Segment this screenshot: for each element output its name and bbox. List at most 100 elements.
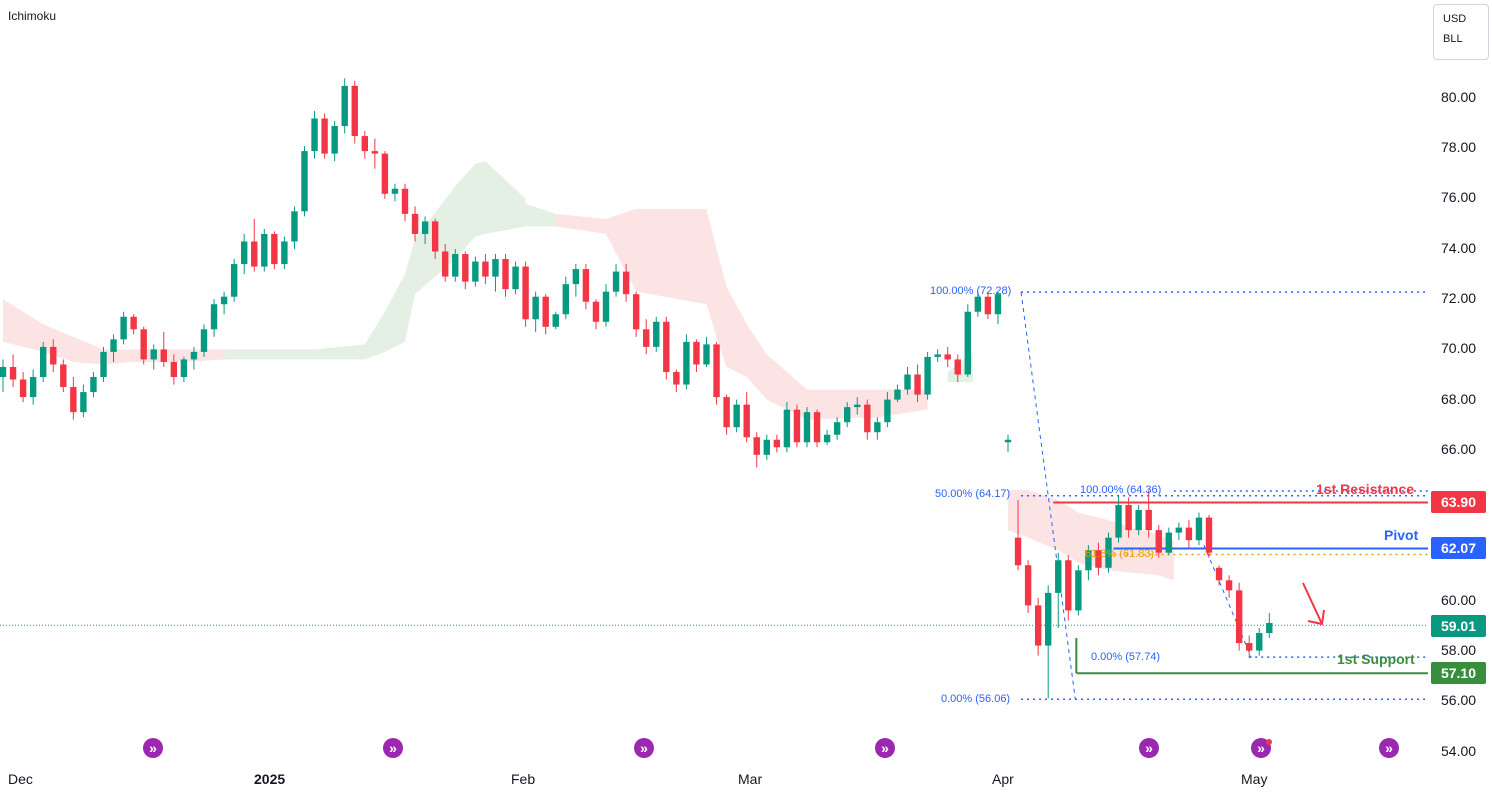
current-price-tag[interactable]: 59.01 <box>1431 615 1486 637</box>
candle-body <box>1065 560 1072 611</box>
candle-body <box>733 404 740 428</box>
candle-body <box>1195 517 1203 541</box>
x-tick-label: Feb <box>511 771 536 787</box>
candle-body <box>552 314 559 327</box>
candle-body <box>371 151 379 154</box>
candle-body <box>813 412 821 443</box>
fib-label-big-top: 100.00% (72.28) <box>930 285 1012 297</box>
y-tick-label: 66.00 <box>1441 441 1477 457</box>
x-tick-label: 2025 <box>254 771 286 787</box>
support-price-tag[interactable]: 57.10 <box>1431 662 1486 684</box>
candle-body <box>180 359 188 378</box>
downward-arrow-head <box>1307 609 1325 626</box>
candle-body <box>864 404 871 433</box>
candle-body <box>1246 643 1253 651</box>
currency-selector[interactable]: USD BLL <box>1433 4 1489 60</box>
y-tick-label: 74.00 <box>1441 240 1477 256</box>
y-tick-label: 70.00 <box>1441 340 1477 356</box>
candle-body <box>170 361 178 378</box>
candle-body <box>874 422 881 433</box>
candle-body <box>904 374 911 390</box>
candle-body <box>301 151 308 212</box>
candle-body <box>261 233 268 267</box>
candle-body <box>431 221 439 252</box>
candle-body <box>120 316 127 340</box>
candle-body <box>643 329 650 347</box>
fib-small-trend-line <box>1203 544 1252 658</box>
cloud-bullish <box>224 349 315 360</box>
candle-body <box>1125 505 1132 531</box>
candle-body <box>1105 537 1112 568</box>
candle-body <box>783 409 791 448</box>
pivot-label: Pivot <box>1384 527 1419 543</box>
event-icon[interactable] <box>1139 738 1159 758</box>
event-alert-dot <box>1266 739 1272 745</box>
candle-body <box>60 364 67 388</box>
candle-body <box>291 211 298 242</box>
candle-body <box>462 254 469 282</box>
candle-body <box>542 296 549 327</box>
event-icon[interactable] <box>875 738 895 758</box>
resistance-label: 1st Resistance <box>1316 481 1415 497</box>
drawing-lines <box>0 291 1428 701</box>
event-icon[interactable] <box>143 738 163 758</box>
candle-body <box>401 188 409 214</box>
y-tick-label: 68.00 <box>1441 391 1477 407</box>
cloud-bullish <box>314 161 526 360</box>
candle-body <box>190 351 198 360</box>
candle-body <box>160 349 167 362</box>
event-icon[interactable] <box>383 738 403 758</box>
fib-label-small-top: 100.00% (64.36) <box>1080 484 1162 496</box>
candle-body <box>80 392 87 413</box>
candle-body <box>492 259 499 277</box>
candle-body <box>220 296 228 305</box>
candle-body <box>572 269 580 285</box>
candle-body <box>894 389 901 400</box>
candle-body <box>210 304 218 330</box>
candle-body <box>914 374 921 395</box>
candle-body <box>29 377 37 398</box>
candle-body <box>341 85 348 127</box>
candle-body <box>421 221 429 234</box>
x-tick-label: Dec <box>8 771 33 787</box>
fib-label-big-bottom: 0.00% (56.06) <box>941 693 1011 705</box>
candle-body <box>1034 605 1042 646</box>
y-tick-label: 72.00 <box>1441 290 1477 306</box>
candle-body <box>1175 527 1183 533</box>
candle-body <box>632 294 640 330</box>
candle-body <box>713 344 720 398</box>
candle-body <box>281 241 288 265</box>
candle-body <box>351 85 358 137</box>
candle-body <box>381 153 389 194</box>
candle-body <box>934 354 941 357</box>
candle-body <box>0 366 7 378</box>
candle-body <box>1014 537 1022 566</box>
candle-body <box>512 266 519 290</box>
candle-body <box>663 321 670 372</box>
candle-body <box>1185 527 1193 541</box>
candle-body <box>974 296 982 312</box>
candle-body <box>753 437 760 455</box>
candle-body <box>40 346 47 378</box>
y-tick-label: 78.00 <box>1441 139 1477 155</box>
candle-body <box>1145 510 1152 531</box>
cloud-bearish <box>555 208 928 420</box>
candle-body <box>311 118 318 152</box>
candle-body <box>19 379 27 398</box>
candle-body <box>823 434 831 443</box>
event-icon[interactable] <box>634 738 654 758</box>
candle-body <box>251 241 258 267</box>
candle-body <box>90 377 97 393</box>
indicator-label[interactable]: Ichimoku <box>8 9 57 23</box>
candle-body <box>924 356 931 395</box>
y-tick-label: 54.00 <box>1441 743 1477 759</box>
candle-body <box>391 188 399 194</box>
candle-body <box>743 404 750 438</box>
x-tick-label: Mar <box>738 771 763 787</box>
event-icon[interactable] <box>1379 738 1399 758</box>
candle-body <box>9 366 17 380</box>
candle-body <box>562 284 569 315</box>
pivot-price-tag[interactable]: 62.07 <box>1431 537 1486 559</box>
resistance-price-tag[interactable]: 63.90 <box>1431 491 1486 513</box>
